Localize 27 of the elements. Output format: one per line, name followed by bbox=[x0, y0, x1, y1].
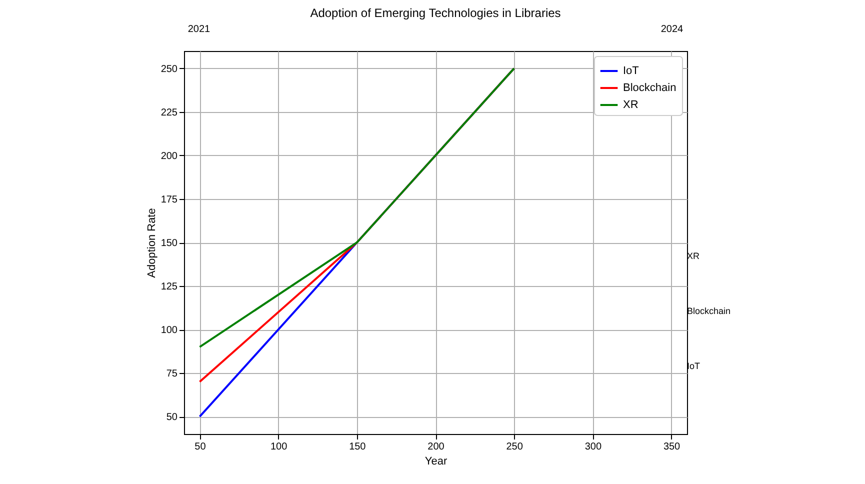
text: 2021 bbox=[188, 24, 211, 35]
y-tick-label: 100 bbox=[160, 325, 178, 336]
y-tick-label: 150 bbox=[160, 238, 178, 249]
chart-title: Adoption of Emerging Technologies in Libraries bbox=[310, 6, 561, 20]
y-tick-label: 225 bbox=[160, 107, 178, 118]
y-tick-label: 250 bbox=[160, 64, 178, 75]
legend-label: XR bbox=[623, 99, 638, 111]
y-tick-label: 175 bbox=[160, 194, 178, 206]
legend-label: Blockchain bbox=[623, 82, 676, 94]
legend-label: IoT bbox=[623, 65, 640, 77]
annotation: XR bbox=[687, 251, 700, 261]
y-tick-label: 50 bbox=[166, 412, 178, 424]
x-axis-title: Year bbox=[424, 456, 448, 468]
y-tick-label: 200 bbox=[160, 150, 178, 162]
y-axis-title: Adoption Rate bbox=[146, 208, 158, 278]
y-tick-label: 75 bbox=[166, 368, 178, 380]
x-tick-label: 350 bbox=[663, 442, 681, 452]
x-tick-label: 50 bbox=[194, 442, 206, 452]
x-tick-label: 200 bbox=[428, 442, 445, 452]
x-tick-label: 300 bbox=[584, 442, 602, 452]
x-tick-label: 150 bbox=[349, 442, 366, 452]
text: 2024 bbox=[660, 24, 684, 35]
y-tick-label: 125 bbox=[160, 282, 178, 293]
annotation: Blockchain bbox=[687, 306, 731, 316]
annotation: IoT bbox=[687, 361, 701, 371]
x-tick-label: 100 bbox=[270, 442, 288, 452]
x-tick-label: 250 bbox=[506, 442, 524, 452]
